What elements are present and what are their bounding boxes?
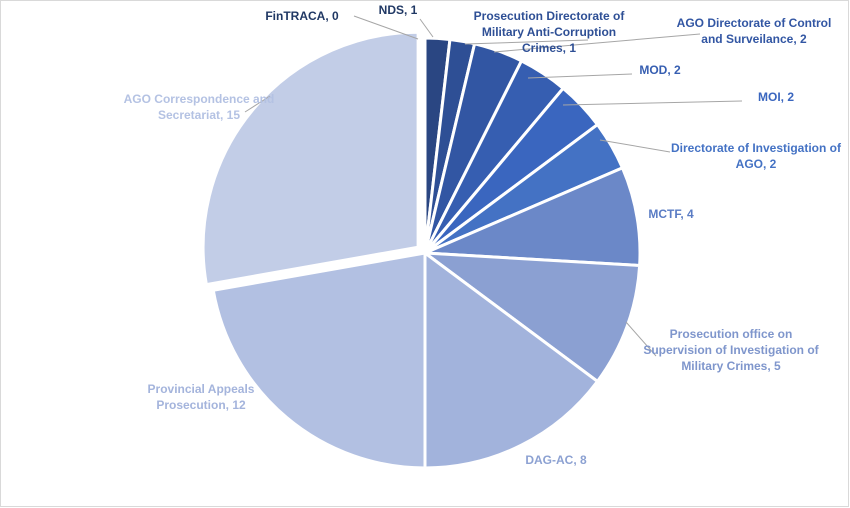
data-label-line: Provincial Appeals — [148, 382, 255, 396]
data-label-line: AGO Directorate of Control — [677, 16, 832, 30]
data-label-line: AGO Correspondence and — [124, 92, 275, 106]
leader-line-prosecution-directorate-of-military-anti-corruption-crimes — [464, 39, 589, 45]
data-label-line: Secretariat, 15 — [158, 108, 240, 122]
leader-line-nds — [419, 18, 434, 38]
data-label-line: Supervision of Investigation of — [643, 343, 819, 357]
pie-slice-dag-ac — [423, 250, 600, 470]
leader-line-directorate-of-investigation-of-ago — [599, 139, 671, 153]
data-label-moi: MOI, 2 — [758, 90, 794, 104]
data-label-line: Military Crimes, 5 — [681, 359, 781, 373]
leader-line-ago-correspondence-and-secretariat — [244, 95, 271, 113]
data-label-line: MOD, 2 — [639, 63, 681, 77]
leader-line-prosecution-office-on-supervision-of-investigation-of-military-crimes — [625, 321, 657, 357]
data-label-line: AGO, 2 — [736, 157, 777, 171]
pie-slice-provincial-appeals-prosecution — [211, 251, 427, 470]
data-label-provincial-appeals-prosecution: Provincial Appeals Prosecution, 12 — [148, 382, 255, 412]
data-label-line: Military Anti-Corruption — [482, 25, 616, 39]
pie-slice-ago-correspondence-and-secretariat — [201, 30, 420, 287]
data-label-mctf: MCTF, 4 — [648, 207, 694, 221]
data-label-line: Prosecution Directorate of — [474, 9, 626, 23]
data-label-ago-correspondence-and-secretariat: AGO Correspondence and Secretariat, 15 — [124, 92, 275, 122]
data-label-line: Directorate of Investigation of — [671, 141, 842, 155]
data-label-line: MCTF, 4 — [648, 207, 694, 221]
data-label-line: FinTRACA, 0 — [265, 9, 339, 23]
data-label-line: Prosecution office on — [670, 327, 793, 341]
data-label-directorate-of-investigation-of-ago: Directorate of Investigation of AGO, 2 — [671, 141, 842, 171]
leader-line-mod — [527, 73, 633, 79]
data-label-fintraca: FinTRACA, 0 — [265, 9, 339, 23]
pie-slice-mctf — [424, 165, 642, 268]
data-label-prosecution-directorate-of-military-anti-corruption-crimes: Prosecution Directorate of Military Anti-… — [474, 9, 626, 55]
data-label-prosecution-office-on-supervision-of-investigation-of-military-crimes: Prosecution office on Supervision of Inve… — [643, 327, 819, 373]
data-label-line: DAG-AC, 8 — [525, 453, 587, 467]
leader-line-moi — [562, 100, 743, 106]
pie-slice-prosecution-office-on-supervision-of-investigation-of-military-crimes — [420, 251, 642, 384]
data-label-line: NDS, 1 — [379, 3, 418, 17]
data-label-line: Prosecution, 12 — [156, 398, 246, 412]
data-label-dag-ac: DAG-AC, 8 — [525, 453, 587, 467]
leader-line-fintraca — [353, 15, 419, 40]
data-label-mod: MOD, 2 — [639, 63, 681, 77]
data-label-line: and Surveilance, 2 — [701, 32, 807, 46]
data-label-line: MOI, 2 — [758, 90, 794, 104]
data-label-ago-directorate-of-control-and-surveilance: AGO Directorate of Control and Surveilanc… — [677, 16, 832, 46]
data-label-nds: NDS, 1 — [379, 3, 418, 17]
data-label-line: Crimes, 1 — [522, 41, 576, 55]
leader-line-ago-directorate-of-control-and-surveilance — [493, 33, 701, 53]
